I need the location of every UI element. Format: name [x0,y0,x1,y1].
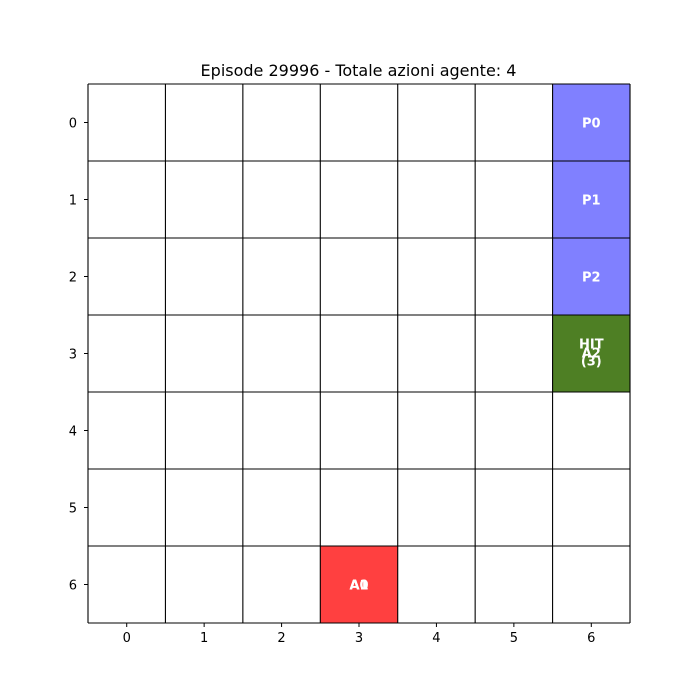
y-tick-label: 4 [69,425,77,440]
y-tick-label: 3 [69,348,77,363]
x-tick-label: 2 [277,631,285,646]
cell-label: P0 [582,117,601,132]
cell-label: A0 [349,579,368,594]
cell-pickup-r2-c6 [552,238,631,315]
y-tick-label: 1 [69,194,77,209]
y-tick-label: 5 [69,502,77,517]
y-tick-label: 6 [69,579,77,594]
grid-lines [87,83,631,624]
cell-hit-r3-c6 [552,315,631,392]
x-tick-label: 3 [355,631,363,646]
cell-label: A2 [582,347,601,362]
cell-label: P2 [582,271,601,286]
cell-label: (3) [581,355,602,370]
y-tick-label: 0 [69,117,77,132]
x-tick-label: 6 [587,631,595,646]
x-tick-label: 5 [510,631,518,646]
x-axis: 0 1 2 3 4 5 6 [123,623,595,646]
cell-label: P1 [582,194,601,209]
x-tick-label: 1 [200,631,208,646]
cell-pickup-r1-c6 [552,161,631,238]
y-axis: 0 1 2 3 4 5 6 [69,117,88,594]
cell-label: A1 [349,579,368,594]
y-tick-label: 2 [69,271,77,286]
cell-pickup-r0-c6 [552,84,631,161]
x-tick-label: 0 [123,631,131,646]
episode-title: Episode 29996 - Totale azioni agente: 4 [201,61,517,80]
cell-agent-r6-c3 [320,546,398,623]
cell-label: HIT [579,338,604,353]
x-tick-label: 4 [432,631,440,646]
